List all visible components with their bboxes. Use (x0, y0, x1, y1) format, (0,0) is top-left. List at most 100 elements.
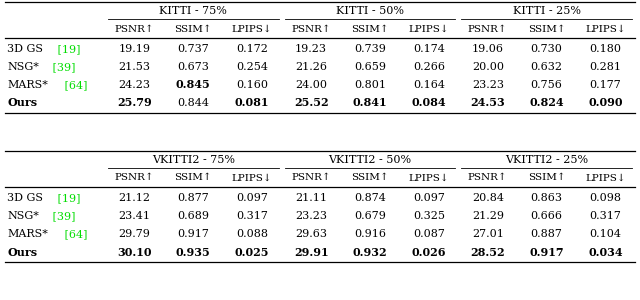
Text: NSG*: NSG* (7, 62, 39, 72)
Text: 0.841: 0.841 (353, 98, 387, 109)
Text: 0.917: 0.917 (529, 247, 564, 257)
Text: 0.104: 0.104 (589, 229, 621, 239)
Text: SSIM↑: SSIM↑ (528, 173, 566, 182)
Text: [64]: [64] (61, 80, 87, 90)
Text: PSNR↑: PSNR↑ (468, 25, 508, 34)
Text: 0.666: 0.666 (531, 211, 563, 221)
Text: 0.887: 0.887 (531, 229, 563, 239)
Text: 0.824: 0.824 (529, 98, 564, 109)
Text: 30.10: 30.10 (117, 247, 152, 257)
Text: 21.29: 21.29 (472, 211, 504, 221)
Text: 0.098: 0.098 (589, 193, 621, 203)
Text: KITTI - 75%: KITTI - 75% (159, 6, 227, 16)
Text: 0.659: 0.659 (354, 62, 386, 72)
Text: 25.52: 25.52 (294, 98, 328, 109)
Text: 20.00: 20.00 (472, 62, 504, 72)
Text: 0.801: 0.801 (354, 80, 386, 90)
Text: KITTI - 50%: KITTI - 50% (336, 6, 404, 16)
Text: 21.12: 21.12 (118, 193, 150, 203)
Text: PSNR↑: PSNR↑ (291, 25, 331, 34)
Text: 0.084: 0.084 (412, 98, 446, 109)
Text: MARS*: MARS* (7, 229, 48, 239)
Text: 0.632: 0.632 (531, 62, 563, 72)
Text: PSNR↑: PSNR↑ (291, 173, 331, 182)
Text: 0.026: 0.026 (412, 247, 446, 257)
Text: 0.034: 0.034 (588, 247, 623, 257)
Text: 0.087: 0.087 (413, 229, 445, 239)
Text: 24.53: 24.53 (470, 98, 505, 109)
Text: 0.160: 0.160 (236, 80, 268, 90)
Text: LPIPS↓: LPIPS↓ (232, 173, 273, 182)
Text: 23.23: 23.23 (472, 80, 504, 90)
Text: 24.23: 24.23 (118, 80, 150, 90)
Text: 0.025: 0.025 (235, 247, 269, 257)
Text: 19.23: 19.23 (295, 44, 327, 54)
Text: VKITTI2 - 25%: VKITTI2 - 25% (505, 155, 588, 165)
Text: SSIM↑: SSIM↑ (175, 173, 212, 182)
Text: 0.164: 0.164 (413, 80, 445, 90)
Text: 0.254: 0.254 (236, 62, 268, 72)
Text: MARS*: MARS* (7, 80, 48, 90)
Text: 21.53: 21.53 (118, 62, 150, 72)
Text: [39]: [39] (49, 211, 76, 221)
Text: 0.090: 0.090 (588, 98, 623, 109)
Text: 0.081: 0.081 (235, 98, 269, 109)
Text: PSNR↑: PSNR↑ (468, 173, 508, 182)
Text: 0.317: 0.317 (236, 211, 268, 221)
Text: LPIPS↓: LPIPS↓ (585, 173, 626, 182)
Text: 19.06: 19.06 (472, 44, 504, 54)
Text: [19]: [19] (54, 193, 81, 203)
Text: 29.91: 29.91 (294, 247, 328, 257)
Text: VKITTI2 - 50%: VKITTI2 - 50% (328, 155, 412, 165)
Text: KITTI - 25%: KITTI - 25% (513, 6, 580, 16)
Text: 0.088: 0.088 (236, 229, 268, 239)
Text: 29.79: 29.79 (118, 229, 150, 239)
Text: LPIPS↓: LPIPS↓ (232, 25, 273, 34)
Text: 19.19: 19.19 (118, 44, 150, 54)
Text: 3D GS: 3D GS (7, 44, 43, 54)
Text: [39]: [39] (49, 62, 76, 72)
Text: 21.11: 21.11 (295, 193, 327, 203)
Text: 23.23: 23.23 (295, 211, 327, 221)
Text: 0.932: 0.932 (353, 247, 387, 257)
Text: 27.01: 27.01 (472, 229, 504, 239)
Text: 25.79: 25.79 (117, 98, 152, 109)
Text: [64]: [64] (61, 229, 87, 239)
Text: 24.00: 24.00 (295, 80, 327, 90)
Text: 0.177: 0.177 (589, 80, 621, 90)
Text: 3D GS: 3D GS (7, 193, 43, 203)
Text: 0.097: 0.097 (413, 193, 445, 203)
Text: SSIM↑: SSIM↑ (351, 25, 389, 34)
Text: 0.679: 0.679 (354, 211, 386, 221)
Text: 0.845: 0.845 (176, 80, 211, 91)
Text: 0.916: 0.916 (354, 229, 386, 239)
Text: SSIM↑: SSIM↑ (175, 25, 212, 34)
Text: 0.266: 0.266 (413, 62, 445, 72)
Text: 0.097: 0.097 (236, 193, 268, 203)
Text: 0.737: 0.737 (177, 44, 209, 54)
Text: 23.41: 23.41 (118, 211, 150, 221)
Text: 0.317: 0.317 (589, 211, 621, 221)
Text: 0.739: 0.739 (354, 44, 386, 54)
Text: Ours: Ours (7, 98, 37, 109)
Text: 0.172: 0.172 (236, 44, 268, 54)
Text: NSG*: NSG* (7, 211, 39, 221)
Text: 29.63: 29.63 (295, 229, 327, 239)
Text: 0.917: 0.917 (177, 229, 209, 239)
Text: PSNR↑: PSNR↑ (115, 173, 154, 182)
Text: 0.673: 0.673 (177, 62, 209, 72)
Text: 0.877: 0.877 (177, 193, 209, 203)
Text: 20.84: 20.84 (472, 193, 504, 203)
Text: LPIPS↓: LPIPS↓ (585, 25, 626, 34)
Text: 0.863: 0.863 (531, 193, 563, 203)
Text: 0.935: 0.935 (176, 247, 211, 257)
Text: 0.730: 0.730 (531, 44, 563, 54)
Text: 0.689: 0.689 (177, 211, 209, 221)
Text: SSIM↑: SSIM↑ (351, 173, 389, 182)
Text: 0.174: 0.174 (413, 44, 445, 54)
Text: 0.325: 0.325 (413, 211, 445, 221)
Text: 0.756: 0.756 (531, 80, 563, 90)
Text: 0.281: 0.281 (589, 62, 621, 72)
Text: LPIPS↓: LPIPS↓ (408, 173, 449, 182)
Text: 0.844: 0.844 (177, 98, 209, 108)
